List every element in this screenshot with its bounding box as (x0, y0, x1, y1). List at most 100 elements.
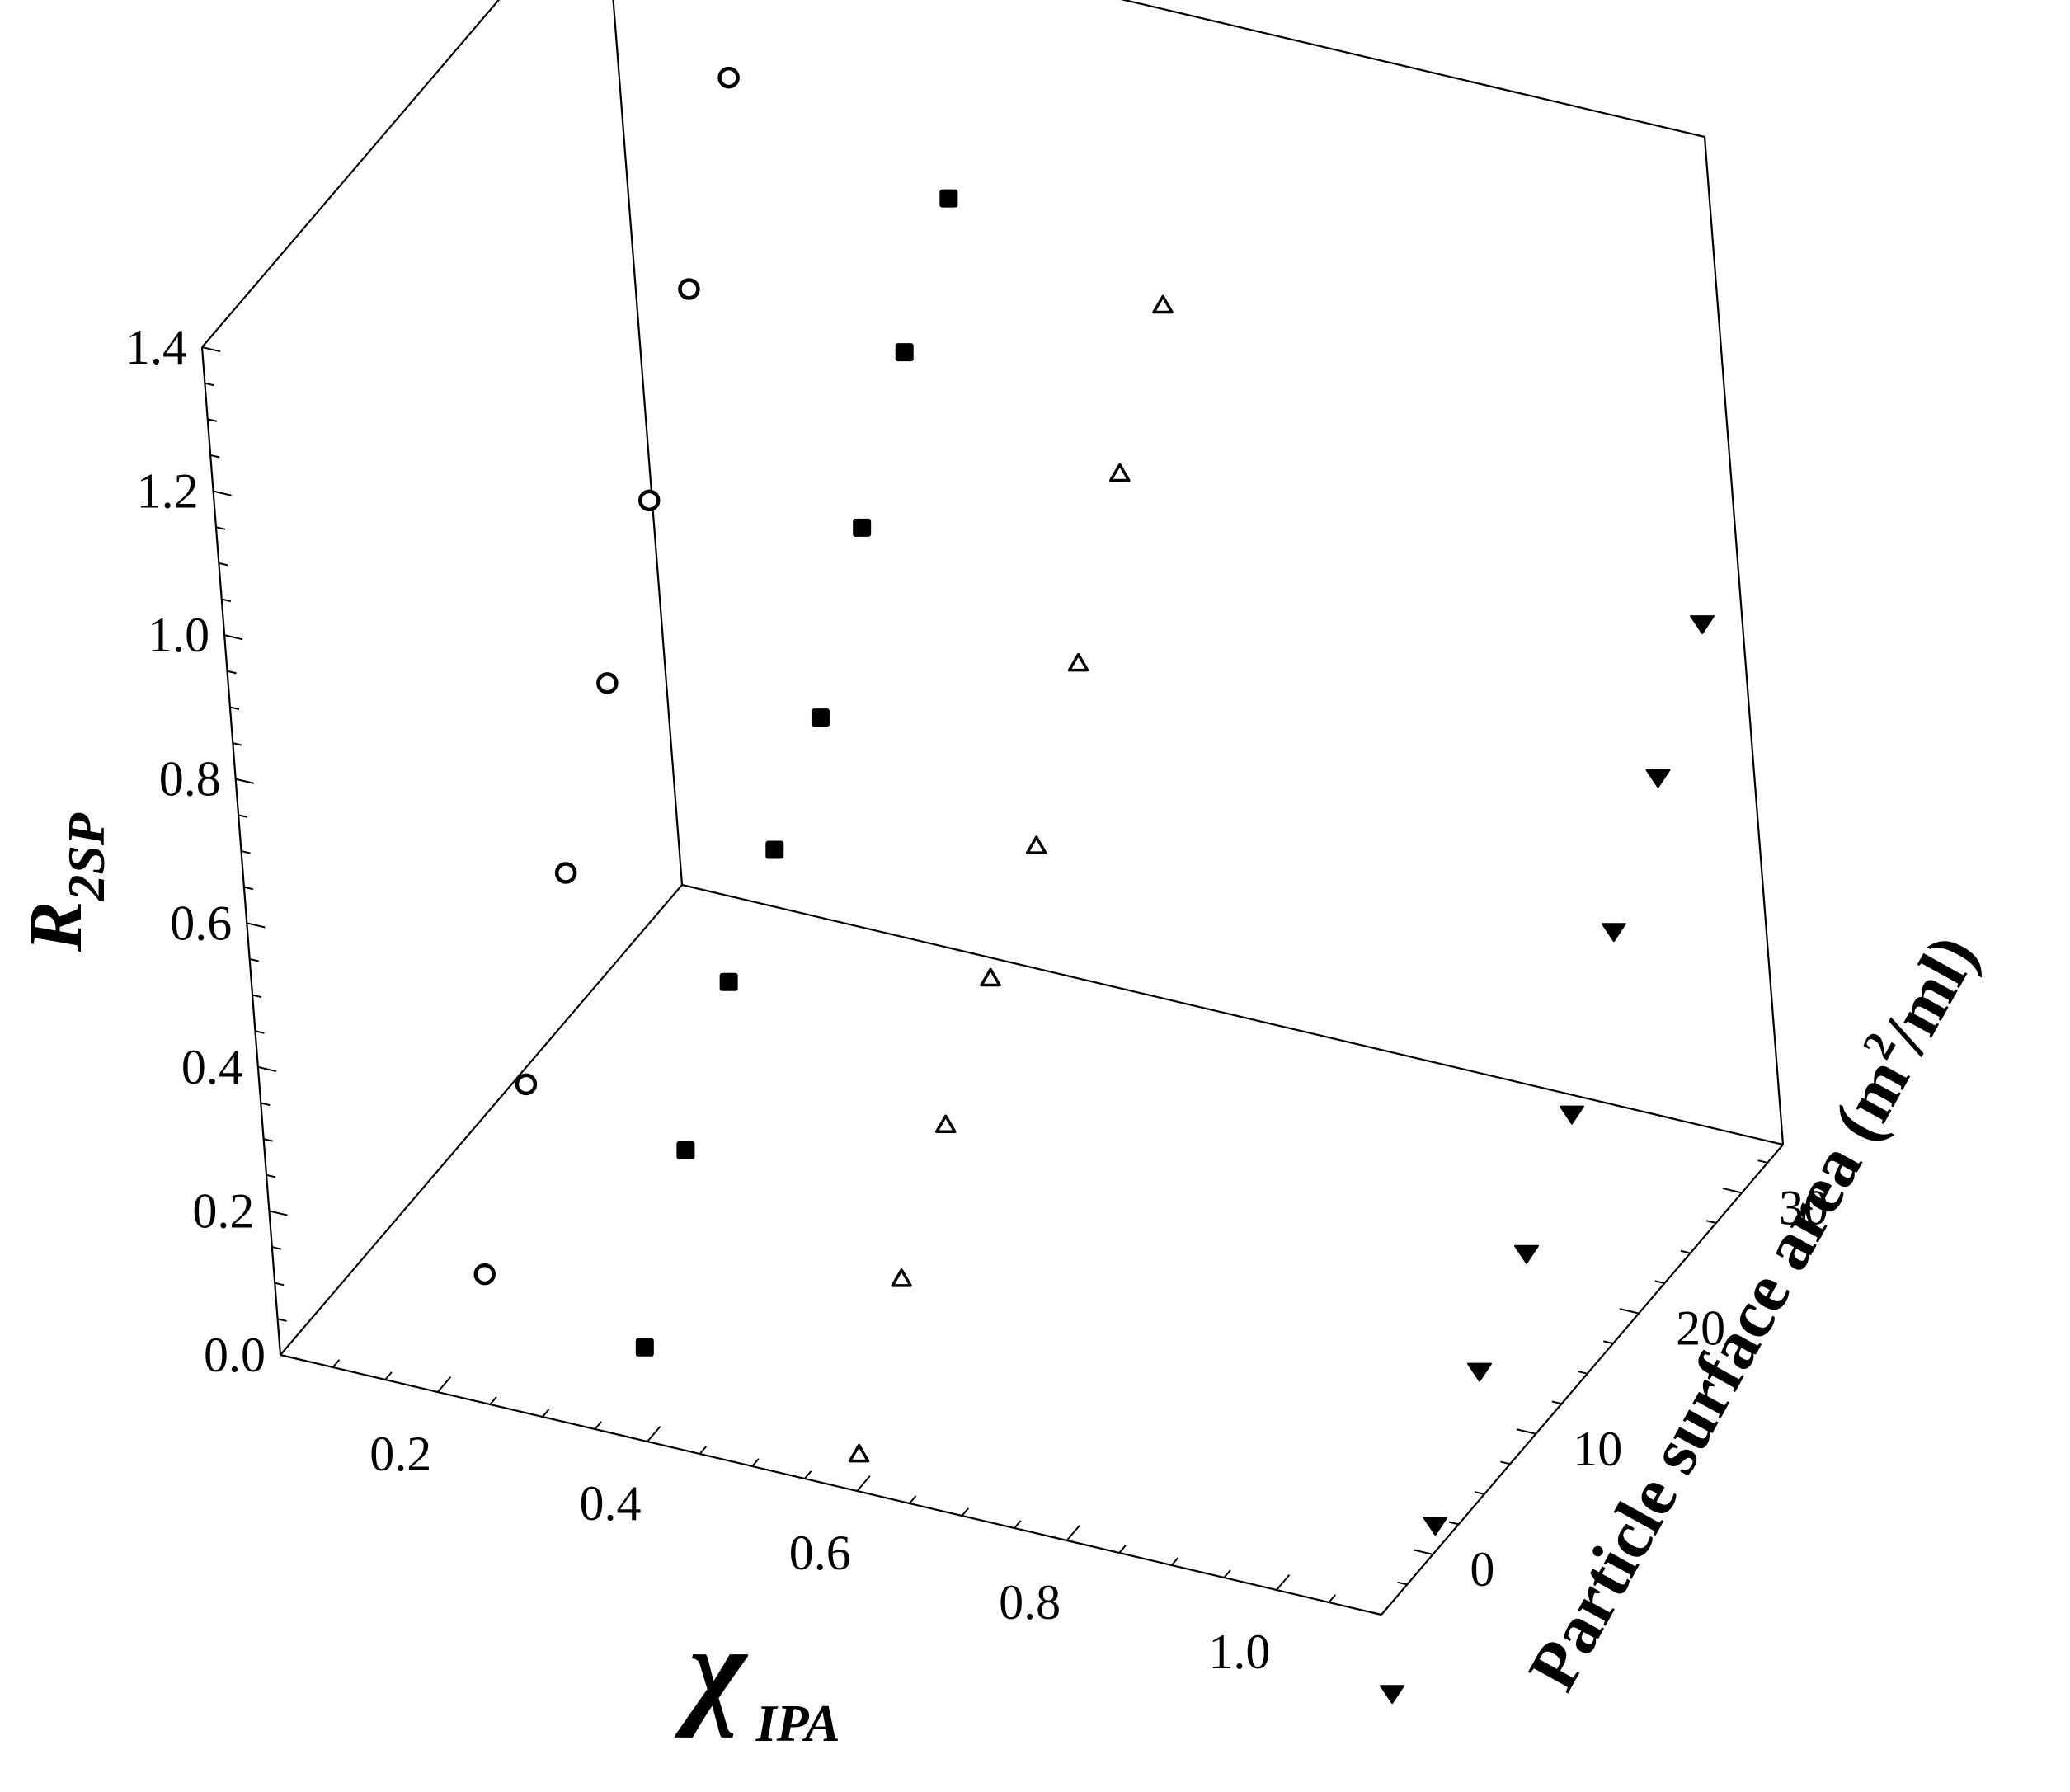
data-point-triangle-down-filled (1380, 1685, 1405, 1705)
x-axis-tick (542, 1409, 550, 1418)
data-point-square-filled (895, 343, 914, 362)
x-axis-tick (699, 1446, 708, 1455)
x-axis-tick-label: 0.4 (580, 1476, 642, 1531)
data-point-circle-open (717, 66, 740, 89)
data-point-square-filled (635, 1338, 654, 1357)
z-axis-title: R2SP (13, 812, 115, 952)
data-point-triangle-open (1067, 652, 1089, 672)
x-axis-tick (1381, 1606, 1389, 1616)
top-left-edge (201, 0, 501, 348)
x-axis-tick (1170, 1557, 1179, 1566)
y-axis-tick (1577, 1370, 1588, 1375)
y-axis-tick-label: 30 (1779, 1180, 1828, 1235)
x-axis-title: χ IPA (674, 1602, 840, 1752)
z-axis-tick-label: 1.4 (125, 320, 187, 374)
data-point-triangle-open (1152, 294, 1174, 314)
data-point-triangle-down-filled (1601, 923, 1626, 943)
z-axis-tick (274, 1282, 285, 1286)
data-point-circle-open (473, 1263, 496, 1286)
x-axis-tick (489, 1396, 497, 1405)
back-left-vertical-edge (612, 0, 684, 886)
y-axis-title: Particle surface area (m2/ml) (1510, 920, 1992, 1702)
axis-ticks (201, 346, 1768, 1616)
y-axis-tick (1757, 1159, 1768, 1164)
data-point-square-filled (765, 840, 784, 859)
x-axis-tick (909, 1495, 917, 1504)
y-axis-tick (1722, 1187, 1743, 1194)
x-axis-title-sub: IPA (755, 1694, 840, 1752)
data-points (473, 66, 1715, 1705)
y-axis-tick-label: 0 (1470, 1542, 1494, 1597)
z-axis-tick-label: 1.2 (137, 464, 199, 519)
y-axis-tick (1413, 1549, 1433, 1555)
z-axis-tick (269, 1210, 288, 1216)
y-axis-tick (1654, 1280, 1665, 1285)
y-axis-tick (1680, 1249, 1691, 1254)
x-axis-tick (1276, 1574, 1291, 1591)
z-axis-tick-label: 0.6 (170, 896, 232, 950)
x-axis-tick (1014, 1520, 1022, 1529)
y-axis-tick (1603, 1340, 1614, 1345)
data-point-triangle-open (980, 967, 1001, 987)
z-axis-title-main: R (13, 901, 97, 952)
z-axis-tick-label: 0.4 (181, 1040, 243, 1094)
floor-left-edge (280, 884, 683, 1356)
data-point-circle-open (638, 489, 661, 512)
x-axis-tick (856, 1475, 871, 1492)
z-axis-tick-label: 0.0 (204, 1328, 266, 1382)
y-axis-tick (1448, 1521, 1459, 1526)
axes-box (200, 0, 1785, 1616)
z-axis-tick (223, 634, 243, 641)
x-axis-tick-label: 0.8 (999, 1575, 1061, 1630)
x-axis-tick (961, 1507, 969, 1517)
data-point-triangle-down-filled (1559, 1105, 1584, 1125)
z-axis-title-sub: 2SP (57, 812, 115, 902)
z-axis-tick (266, 1174, 276, 1178)
z-axis-tick (227, 670, 237, 675)
x-axis-tick (647, 1426, 661, 1442)
x-axis-tick (332, 1359, 341, 1368)
z-axis-tick (238, 814, 248, 818)
z-axis-tick (255, 1030, 265, 1034)
z-axis-tick (241, 850, 251, 854)
z-axis-tick (213, 490, 232, 496)
z-axis-tick (280, 1354, 299, 1361)
x-axis-tick-label: 0.2 (369, 1427, 431, 1481)
z-axis-tick (233, 742, 242, 746)
y-axis-tick (1397, 1581, 1408, 1586)
x-axis-line (280, 1353, 1382, 1616)
y-axis-tick (1475, 1491, 1485, 1495)
z-axis-tick-label: 1.0 (148, 608, 209, 662)
data-point-square-filled (676, 1141, 695, 1159)
data-point-square-filled (719, 972, 738, 991)
data-point-triangle-open (891, 1268, 912, 1287)
z-axis-tick (205, 382, 214, 387)
data-point-triangle-down-filled (1645, 769, 1671, 788)
data-point-circle-open (554, 862, 577, 884)
z-axis-tick-label: 0.8 (159, 752, 221, 807)
data-point-triangle-down-filled (1423, 1517, 1448, 1536)
z-axis-tick (261, 1102, 271, 1107)
x-axis-title-main: χ (674, 1602, 749, 1738)
data-point-circle-open (678, 278, 700, 300)
data-point-square-filled (853, 518, 872, 537)
z-axis-tick (243, 886, 254, 891)
data-point-triangle-down-filled (1466, 1362, 1492, 1382)
top-back-edge (1120, 0, 1705, 139)
z-axis-tick (263, 1138, 273, 1142)
z-axis-tick-label: 0.2 (192, 1183, 254, 1238)
y-axis-tick-label: 10 (1573, 1422, 1622, 1476)
axis-tick-labels: 0.0 0.2 0.4 0.6 0.8 1.0 1.2 1.4 0.2 0.4 0.6 0.8 1.0 0… (125, 320, 1828, 1679)
y-axis-tick (1516, 1428, 1536, 1435)
x-axis-tick (436, 1376, 452, 1393)
y-axis-tick (1371, 1611, 1382, 1616)
data-point-triangle-down-filled (1690, 615, 1715, 635)
data-point-circle-open (515, 1073, 538, 1096)
x-axis-tick-label: 0.6 (789, 1526, 851, 1580)
z-axis-tick (271, 1246, 282, 1250)
data-point-circle-open (596, 672, 619, 694)
x-axis-tick (1223, 1569, 1231, 1578)
y-axis-tick (1551, 1400, 1562, 1405)
x-axis-tick (1118, 1545, 1127, 1554)
x-axis-tick-label: 1.0 (1208, 1625, 1270, 1679)
